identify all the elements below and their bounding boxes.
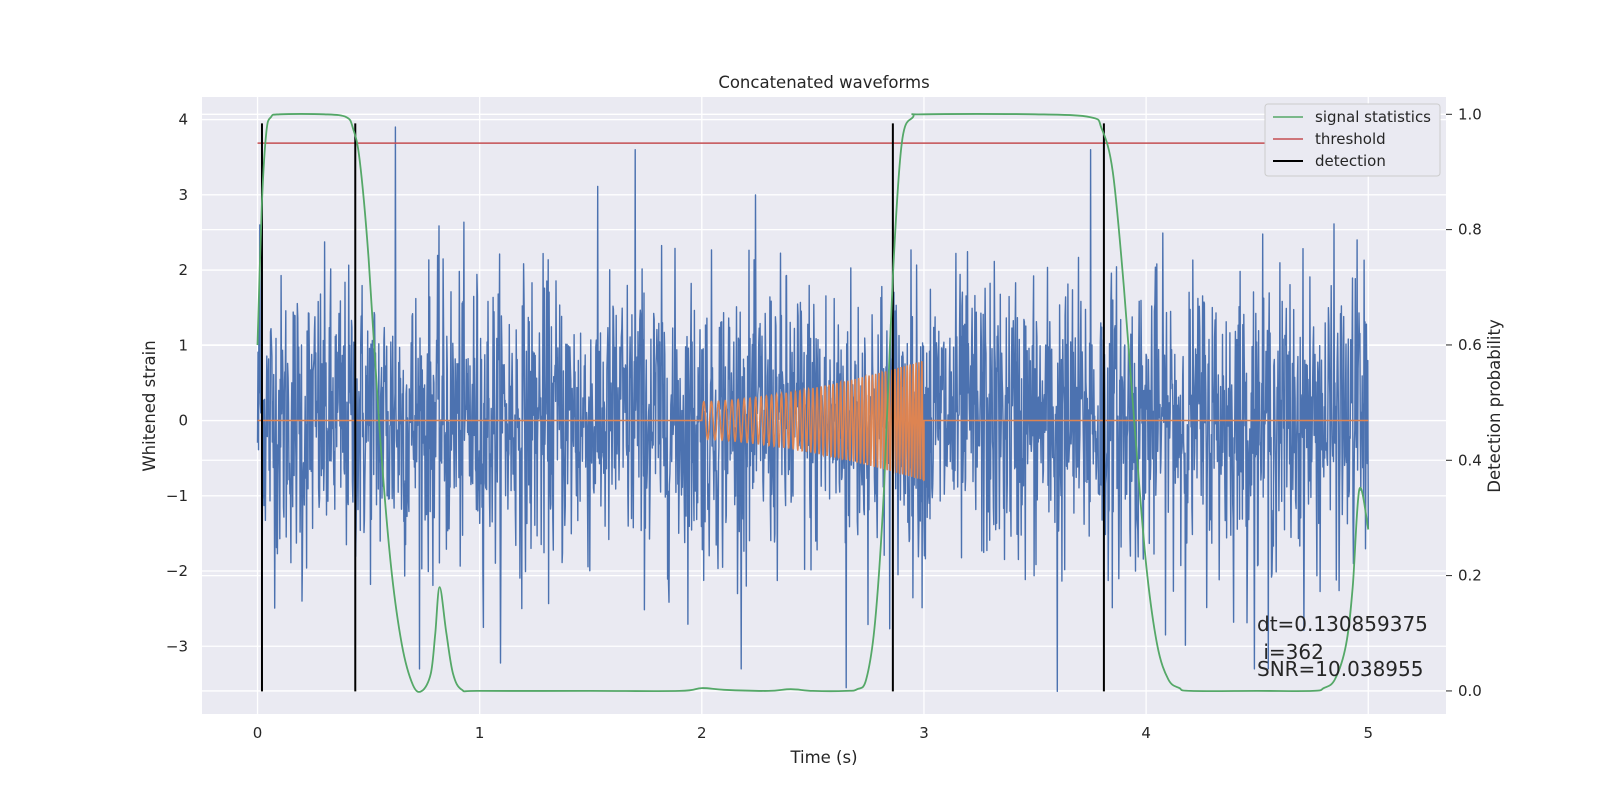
y-tick-label: −1 [166, 487, 188, 505]
strain-line [256, 126, 1369, 693]
x-tick-label: 4 [1141, 724, 1151, 742]
x-ticks: 0 1 2 3 4 5 [253, 724, 1373, 742]
x-tick-label: 3 [919, 724, 929, 742]
annotations: dt=0.130859375 i=362 SNR=10.038955 [1257, 612, 1428, 681]
annotation-snr: SNR=10.038955 [1257, 657, 1423, 681]
legend-label-signal-statistics: signal statistics [1315, 108, 1431, 126]
legend-label-detection: detection [1315, 152, 1386, 170]
x-tick-label: 1 [475, 724, 485, 742]
y-tick-label: 4 [178, 111, 188, 129]
y-tick-label: 0 [178, 412, 188, 430]
y2-tick-label: 0.2 [1458, 567, 1482, 585]
y2-tick-label: 0.6 [1458, 336, 1482, 354]
legend-box [1264, 103, 1441, 177]
x-tick-label: 0 [253, 724, 263, 742]
legend: signal statistics threshold detection [1264, 103, 1441, 177]
y2-tick-label: 0.4 [1458, 451, 1482, 469]
signal-statistics-series [256, 113, 1370, 693]
y-tick-label: 1 [178, 336, 188, 354]
y-axis-label: Whitened strain [140, 340, 159, 471]
y-tick-label: −2 [166, 562, 188, 580]
x-axis-label: Time (s) [789, 748, 857, 767]
y2-axis-label: Detection probability [1485, 319, 1504, 493]
chirp-line [257, 361, 1369, 482]
chart-title: Concatenated waveforms [718, 73, 929, 92]
y-ticks: −3 −2 −1 0 1 2 3 4 [166, 111, 188, 656]
annotation-dt: dt=0.130859375 [1257, 612, 1428, 636]
y2-ticks: 0.0 0.2 0.4 0.6 0.8 1.0 [1446, 105, 1482, 700]
annotation-index: i=362 [1257, 640, 1324, 664]
x-tick-label: 2 [697, 724, 707, 742]
signal-statistics-line [256, 113, 1370, 693]
y-tick-label: 3 [178, 186, 188, 204]
chirp-series [257, 361, 1369, 482]
legend-label-threshold: threshold [1315, 130, 1386, 148]
x-tick-label: 5 [1363, 724, 1373, 742]
y2-tick-label: 0.8 [1458, 221, 1482, 239]
y2-tick-label: 1.0 [1458, 105, 1482, 123]
y-tick-label: 2 [178, 261, 188, 279]
y-tick-label: −3 [166, 637, 188, 655]
y2-tick-label: 0.0 [1458, 682, 1482, 700]
strain-series [256, 126, 1369, 693]
